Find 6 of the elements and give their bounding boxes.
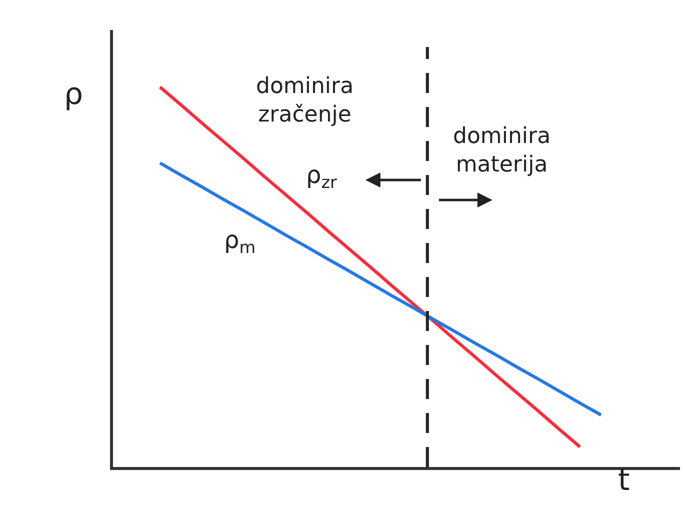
annotation: dominira materija bbox=[453, 124, 551, 178]
x-axis-title: t bbox=[618, 463, 630, 498]
series-label: ρ$_{zr}$ bbox=[306, 161, 338, 192]
y-axis-title: ρ bbox=[64, 77, 84, 112]
annotation: dominira zračenje bbox=[256, 74, 354, 128]
series-label: ρ$_{m}$ bbox=[224, 226, 256, 258]
